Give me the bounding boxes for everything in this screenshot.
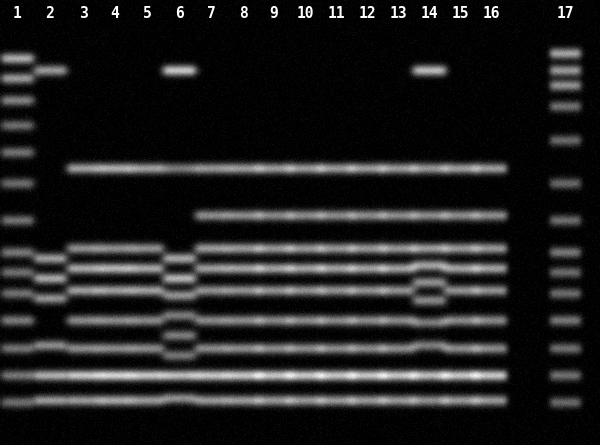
Text: 2: 2 bbox=[46, 7, 55, 21]
Text: 5: 5 bbox=[143, 7, 151, 21]
Text: 12: 12 bbox=[358, 7, 376, 21]
Text: 11: 11 bbox=[327, 7, 345, 21]
Text: 16: 16 bbox=[482, 7, 500, 21]
Text: 10: 10 bbox=[296, 7, 314, 21]
Text: 7: 7 bbox=[206, 7, 215, 21]
Text: 8: 8 bbox=[239, 7, 247, 21]
Text: 17: 17 bbox=[556, 7, 574, 21]
Text: 1: 1 bbox=[13, 7, 22, 21]
Text: 13: 13 bbox=[389, 7, 407, 21]
Text: 6: 6 bbox=[175, 7, 184, 21]
Text: 4: 4 bbox=[110, 7, 119, 21]
Text: 3: 3 bbox=[79, 7, 88, 21]
Text: 14: 14 bbox=[420, 7, 438, 21]
Text: 15: 15 bbox=[451, 7, 469, 21]
Text: 9: 9 bbox=[269, 7, 278, 21]
